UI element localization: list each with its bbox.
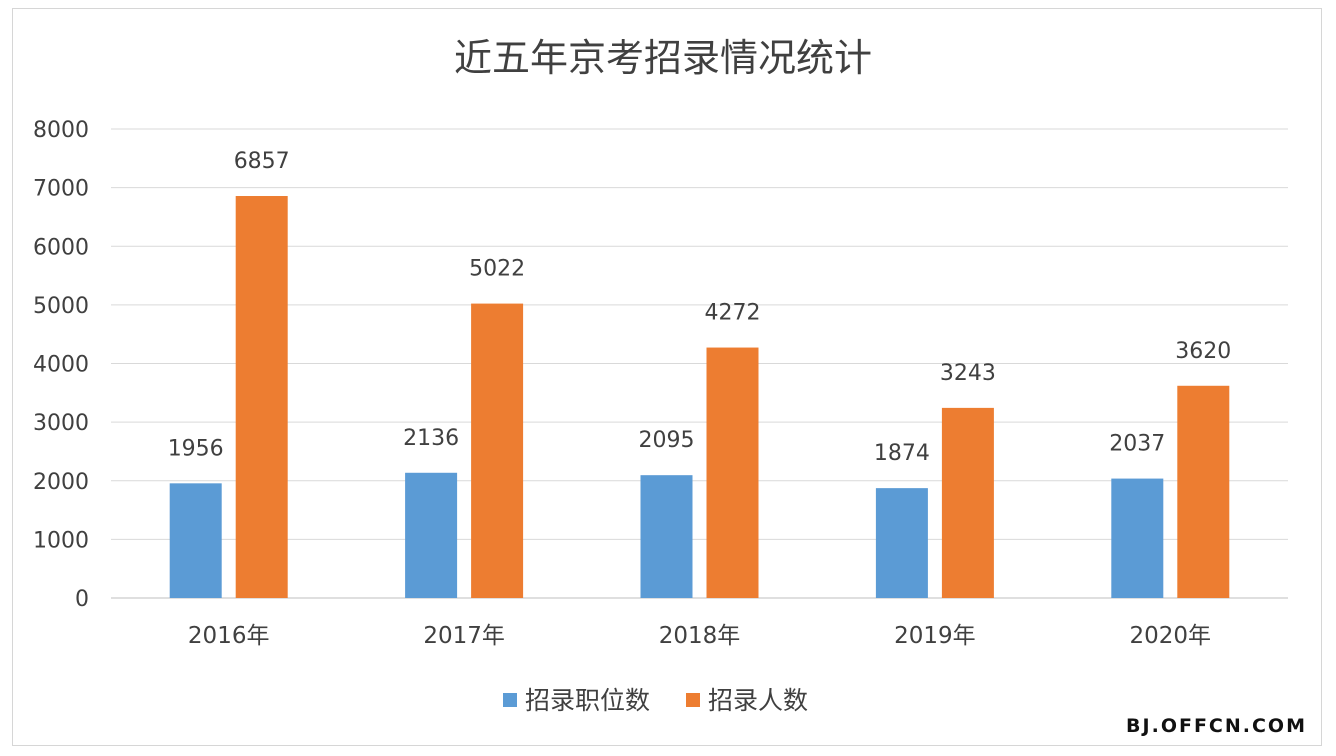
- chart-title: 近五年京考招录情况统计: [454, 36, 872, 80]
- bar: [706, 347, 759, 598]
- watermark-text: BJ.OFFCN.COM: [1122, 713, 1311, 739]
- legend: 招录职位数 招录人数: [503, 686, 808, 715]
- data-labels: 1956 6857 2136 5022 2095 4272 1874 3243 2037 3620: [168, 149, 1232, 466]
- y-tick-label: 5000: [33, 294, 89, 319]
- bar: [941, 407, 994, 598]
- chart-card: 近五年京考招录情况统计 0 1000 2000 3000 4000 5000 6000 700…: [12, 8, 1322, 746]
- bar: [640, 475, 693, 598]
- data-label: 3620: [1175, 339, 1231, 364]
- y-tick-label: 0: [75, 587, 89, 612]
- bar: [405, 472, 458, 598]
- y-tick-label: 7000: [33, 177, 89, 202]
- data-label: 2095: [639, 428, 695, 453]
- bar-chart: 近五年京考招录情况统计 0 1000 2000 3000 4000 5000 6000 700…: [33, 36, 1288, 715]
- data-label: 4272: [705, 301, 761, 326]
- x-axis: 2016年 2017年 2018年 2019年 2020年: [188, 623, 1211, 649]
- bar: [471, 303, 524, 598]
- y-tick-label: 3000: [33, 411, 89, 436]
- x-tick-label: 2016年: [188, 623, 270, 649]
- bar: [875, 488, 928, 598]
- legend-label: 招录职位数: [525, 686, 650, 715]
- data-label: 1874: [874, 441, 930, 466]
- gridlines: [111, 128, 1288, 599]
- bar: [1177, 385, 1230, 598]
- x-tick-label: 2020年: [1130, 623, 1212, 649]
- y-tick-label: 6000: [33, 235, 89, 260]
- bar: [1111, 478, 1164, 598]
- y-tick-label: 4000: [33, 353, 89, 378]
- x-tick-label: 2018年: [659, 623, 741, 649]
- data-label: 5022: [469, 257, 525, 282]
- data-label: 2037: [1109, 432, 1165, 457]
- data-label: 2136: [403, 426, 459, 451]
- bars: [169, 196, 1230, 599]
- x-tick-label: 2019年: [894, 623, 976, 649]
- x-tick-label: 2017年: [423, 623, 505, 649]
- data-label: 3243: [940, 361, 996, 386]
- y-axis: 0 1000 2000 3000 4000 5000 6000 7000 8000: [33, 118, 89, 612]
- legend-swatch: [686, 693, 700, 707]
- bar: [169, 483, 222, 598]
- legend-label: 招录人数: [708, 686, 808, 715]
- bar: [235, 196, 288, 599]
- legend-swatch: [503, 693, 517, 707]
- y-tick-label: 1000: [33, 528, 89, 553]
- data-label: 1956: [168, 436, 224, 461]
- y-tick-label: 2000: [33, 470, 89, 495]
- data-label: 6857: [234, 149, 290, 174]
- y-tick-label: 8000: [33, 118, 89, 143]
